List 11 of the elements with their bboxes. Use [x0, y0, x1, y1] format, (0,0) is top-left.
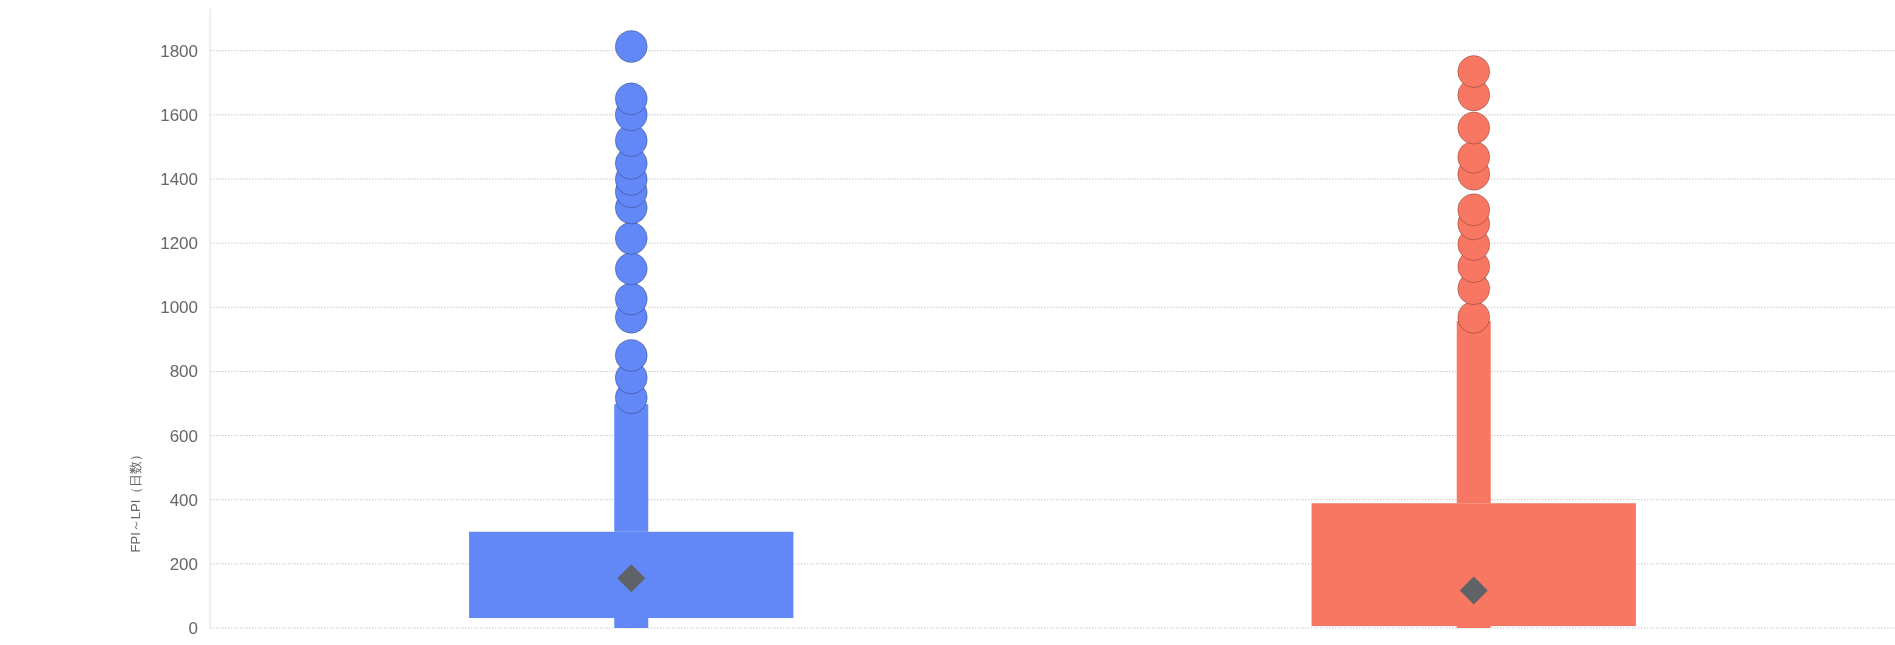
y-axis-title: FPI～LPI（日数） — [128, 447, 143, 553]
y-tick-label: 800 — [169, 362, 198, 382]
y-tick-label: 0 — [188, 619, 198, 638]
y-tick-label: 1400 — [160, 169, 198, 189]
y-tick-label: 400 — [169, 490, 198, 510]
y-tick-label: 200 — [169, 554, 198, 574]
y-tick-label: 1200 — [160, 234, 198, 254]
y-tick-label: 1000 — [160, 298, 198, 318]
y-tick-label: 600 — [169, 426, 198, 446]
y-tick-label: 1800 — [160, 41, 198, 61]
y-tick-label: 1600 — [160, 105, 198, 125]
